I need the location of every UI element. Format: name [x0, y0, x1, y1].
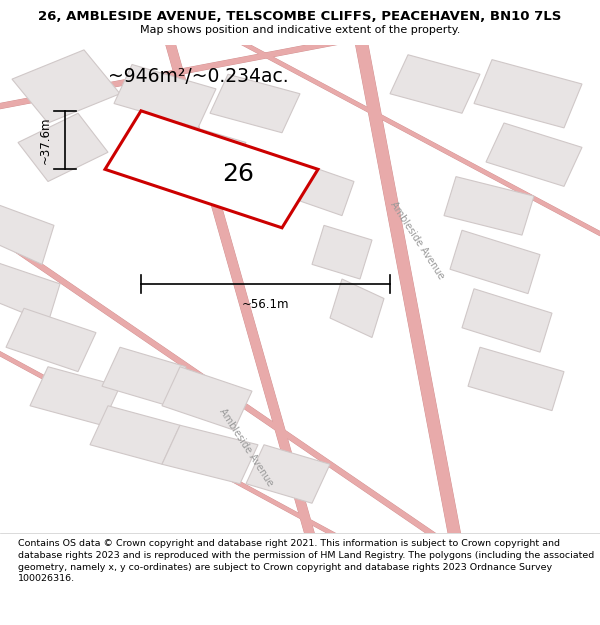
Text: 26: 26: [223, 162, 254, 186]
Polygon shape: [114, 64, 216, 128]
Text: Contains OS data © Crown copyright and database right 2021. This information is : Contains OS data © Crown copyright and d…: [18, 539, 594, 583]
Text: ~946m²/~0.234ac.: ~946m²/~0.234ac.: [107, 67, 289, 86]
Polygon shape: [30, 367, 120, 425]
Polygon shape: [6, 308, 96, 372]
Polygon shape: [450, 230, 540, 294]
Polygon shape: [330, 279, 384, 338]
Polygon shape: [105, 111, 318, 228]
Polygon shape: [246, 445, 330, 503]
Polygon shape: [0, 201, 54, 264]
Polygon shape: [444, 177, 534, 235]
Polygon shape: [462, 289, 552, 352]
Polygon shape: [162, 367, 252, 430]
Polygon shape: [312, 226, 372, 279]
Polygon shape: [390, 55, 480, 113]
Text: Ambleside Avenue: Ambleside Avenue: [388, 199, 446, 281]
Polygon shape: [474, 59, 582, 128]
Polygon shape: [90, 406, 180, 464]
Polygon shape: [162, 123, 246, 177]
Polygon shape: [12, 50, 120, 123]
Text: Map shows position and indicative extent of the property.: Map shows position and indicative extent…: [140, 25, 460, 35]
Text: 26, AMBLESIDE AVENUE, TELSCOMBE CLIFFS, PEACEHAVEN, BN10 7LS: 26, AMBLESIDE AVENUE, TELSCOMBE CLIFFS, …: [38, 10, 562, 23]
Text: ~56.1m: ~56.1m: [242, 299, 289, 311]
Polygon shape: [162, 425, 258, 484]
Polygon shape: [486, 123, 582, 186]
Polygon shape: [468, 348, 564, 411]
Text: ~37.6m: ~37.6m: [38, 116, 52, 164]
Polygon shape: [0, 259, 60, 323]
Polygon shape: [18, 113, 108, 181]
Polygon shape: [300, 167, 354, 216]
Polygon shape: [102, 348, 186, 406]
Text: Ambleside Avenue: Ambleside Avenue: [217, 406, 275, 488]
Polygon shape: [210, 74, 300, 132]
